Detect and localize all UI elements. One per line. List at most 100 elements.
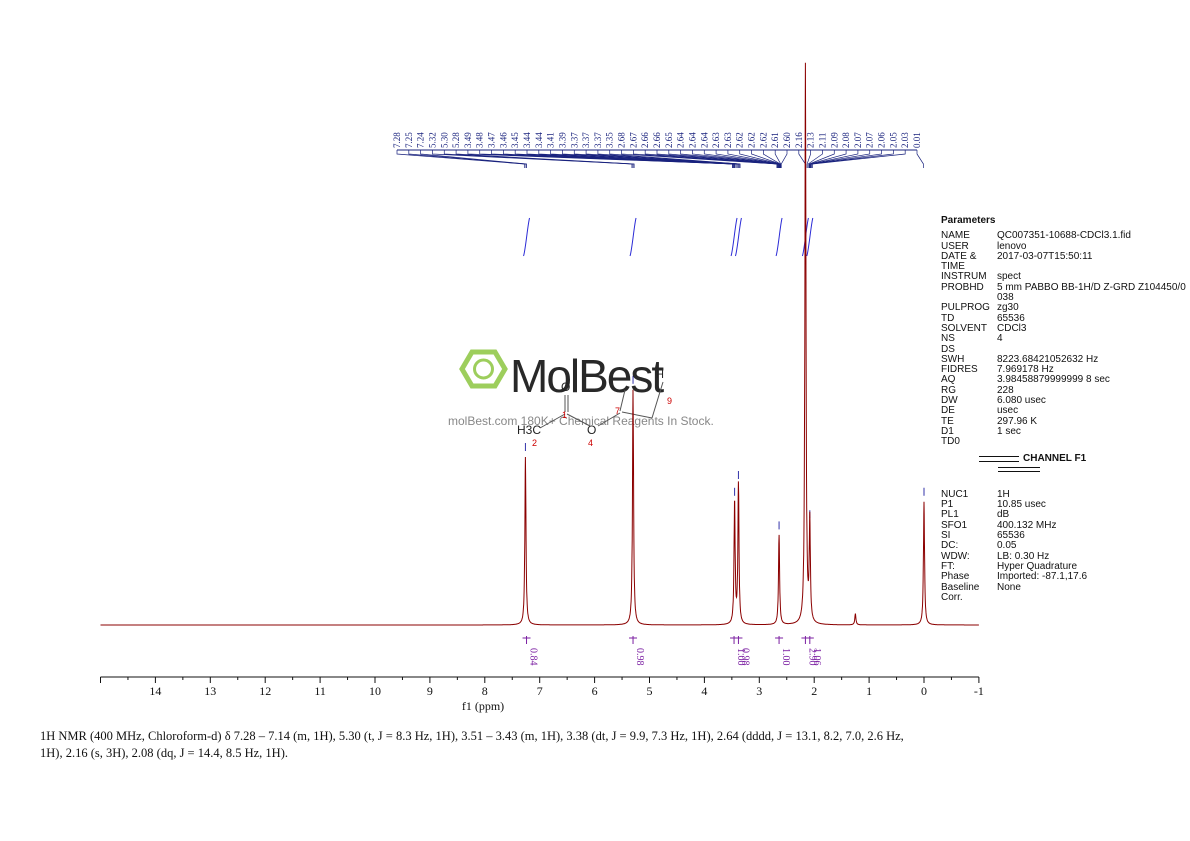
integral-value: 1.00 (780, 648, 791, 666)
atom-ch3: H3C (517, 423, 541, 437)
peak-label: 2.13 (806, 132, 816, 148)
parameter-key: Phase (941, 571, 970, 583)
peak-label: 2.67 (628, 132, 638, 148)
parameter-key: USER (941, 240, 969, 252)
parameter-value: 228 (997, 384, 1014, 396)
peak-label: 2.64 (676, 132, 686, 148)
atom-number-7: 7 (615, 406, 620, 416)
peak-label: 2.62 (747, 132, 757, 148)
parameter-row: TD0 (941, 436, 1189, 448)
peak-label-connector (810, 150, 871, 168)
parameter-key: NS (941, 333, 955, 345)
x-tick-label: 12 (259, 684, 271, 698)
parameter-key: PULPROG (941, 302, 990, 314)
peak-label: 2.03 (900, 132, 910, 148)
parameter-key: TD0 (941, 436, 960, 448)
atom-number-4: 4 (588, 438, 593, 448)
peak-label-connector (609, 150, 741, 168)
parameter-row: D1 1 sec (941, 426, 1189, 437)
peak-label-connector (633, 150, 778, 168)
parameter-value: 400.132 MHz (997, 519, 1057, 531)
peak-label: 3.37 (569, 132, 579, 148)
peak-label: 2.60 (782, 132, 792, 148)
peak-label: 2.65 (664, 132, 674, 148)
parameter-key: DATE & TIME (941, 250, 977, 273)
channel-f1-header: CHANNEL F1 (979, 452, 1189, 464)
parameter-row: FIDRES 7.969178 Hz (941, 364, 1189, 375)
parameter-row: WDW: LB: 0.30 Hz (941, 550, 1189, 562)
peak-label-connector (656, 150, 779, 168)
peak-label-connector (550, 150, 738, 168)
peak-label: 7.24 (416, 132, 426, 148)
peak-label: 2.61 (770, 132, 780, 148)
parameter-row: NS 4 (941, 333, 1189, 345)
parameter-value: 2017-03-07T15:50:11 (997, 250, 1093, 262)
x-axis-label: f1 (ppm) (462, 699, 504, 713)
peak-label-connector (420, 150, 527, 168)
atom-number-1: 1 (562, 410, 567, 420)
parameter-key: SWH (941, 353, 965, 365)
atom-o-carbonyl: O (561, 380, 570, 394)
integral-curve (734, 217, 742, 257)
parameter-value: usec (997, 405, 1019, 417)
parameter-value: Hyper Quadrature (997, 560, 1078, 572)
parameter-key: PROBHD (941, 281, 984, 293)
integral-value: 2.90 (806, 648, 817, 666)
peak-label-connector (808, 150, 835, 168)
atom-number-9: 9 (667, 396, 672, 406)
x-tick-label: 4 (701, 684, 707, 698)
channel-rule-icon (979, 455, 1019, 462)
x-axis: 14 13 12 11 10 9 8 7 6 5 4 3 2 1 0 -1 (100, 676, 984, 698)
peak-label-connector (668, 150, 779, 168)
peak-label: 2.05 (888, 132, 898, 148)
parameter-value: CDCl3 (997, 322, 1027, 334)
x-tick-label: 0 (921, 684, 927, 698)
parameter-row: DS (941, 344, 1189, 355)
peak-label-connector (774, 150, 782, 168)
peak-label-connector (562, 150, 739, 168)
parameter-row: SOLVENT CDCl3 (941, 322, 1189, 334)
peak-label: 0.01 (912, 132, 922, 148)
parameter-value: QC007351-10688-CDCl3.1.fid (997, 230, 1131, 242)
peak-label-connector (916, 150, 924, 168)
channel-title: CHANNEL F1 (1023, 452, 1087, 464)
parameter-key: AQ (941, 374, 956, 386)
peak-label: 3.48 (475, 132, 485, 148)
atom-h: H (656, 369, 664, 381)
parameter-value: LB: 0.30 Hz (997, 550, 1050, 562)
parameter-key: DW (941, 395, 958, 407)
peak-label-connector (812, 150, 906, 168)
parameter-key: SI (941, 530, 951, 542)
peak-label: 2.64 (687, 132, 697, 148)
parameter-row: NAME QC007351-10688-CDCl3.1.fid (941, 230, 1189, 242)
peak-label: 2.62 (735, 132, 745, 148)
peak-label: 3.45 (510, 132, 520, 148)
peak-label-connector (798, 150, 806, 168)
parameter-row: SI 65536 (941, 530, 1189, 542)
parameter-value: None (997, 581, 1021, 593)
parameter-value (997, 437, 1189, 447)
peak-label-connector (763, 150, 781, 168)
parameter-key: DC: (941, 540, 959, 552)
parameter-row: TD 65536 (941, 313, 1189, 324)
parameter-row: PL1 dB (941, 509, 1189, 521)
parameter-row: Baseline Corr. None (941, 581, 1189, 604)
peak-label: 7.28 (392, 132, 402, 148)
atom-number-2: 2 (532, 438, 537, 448)
peak-label: 2.63 (723, 132, 733, 148)
parameter-key: NAME (941, 230, 970, 242)
parameter-value: dB (997, 509, 1010, 521)
parameter-row: P1 10.85 usec (941, 499, 1189, 510)
peak-label-connector (396, 150, 525, 168)
peak-label: 2.06 (877, 132, 887, 148)
peak-label: 2.66 (652, 132, 662, 148)
peak-label: 3.37 (581, 132, 591, 148)
peak-label: 3.44 (522, 132, 532, 148)
integral-value: 0.98 (634, 648, 645, 666)
x-tick-label: -1 (974, 684, 984, 698)
x-tick-label: 2 (811, 684, 817, 698)
x-tick-label: 9 (427, 684, 433, 698)
watermark-brand: MolBest (510, 350, 664, 402)
peak-label-connector (597, 150, 740, 168)
integral-curve (806, 217, 814, 257)
